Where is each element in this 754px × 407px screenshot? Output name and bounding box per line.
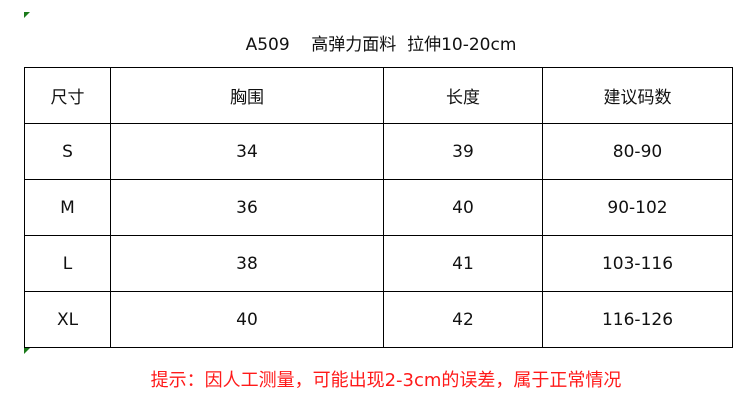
cell-size: XL [24,291,111,348]
cell-length: 41 [383,235,543,292]
cell-recommended: 90-102 [542,179,733,236]
cell-chest: 38 [110,235,384,292]
table-row: S 34 39 80-90 [24,123,733,180]
table-row: M 36 40 90-102 [24,179,733,236]
cell-chest: 40 [110,291,384,348]
size-table: 尺寸 胸围 长度 建议码数 S 34 39 80-90 M 36 40 90-1… [24,67,733,348]
measurement-note: 提示：因人工测量，可能出现2-3cm的误差，属于正常情况 [150,370,622,391]
header-recommended: 建议码数 [542,67,733,124]
cell-length: 39 [383,123,543,180]
header-size: 尺寸 [24,67,111,124]
cell-recommended: 80-90 [542,123,733,180]
corner-mark-icon [24,12,30,18]
cell-chest: 34 [110,123,384,180]
header-length: 长度 [383,67,543,124]
cell-length: 42 [383,291,543,348]
page-title: A509 高弹力面料 拉伸10-20cm [245,35,517,55]
cell-recommended: 103-116 [542,235,733,292]
cell-size: M [24,179,111,236]
cell-chest: 36 [110,179,384,236]
table-row: XL 40 42 116-126 [24,291,733,348]
header-chest: 胸围 [110,67,384,124]
cell-length: 40 [383,179,543,236]
table-header-row: 尺寸 胸围 长度 建议码数 [24,67,733,124]
cell-size: S [24,123,111,180]
corner-mark-icon [24,348,30,354]
table-row: L 38 41 103-116 [24,235,733,292]
cell-recommended: 116-126 [542,291,733,348]
cell-size: L [24,235,111,292]
